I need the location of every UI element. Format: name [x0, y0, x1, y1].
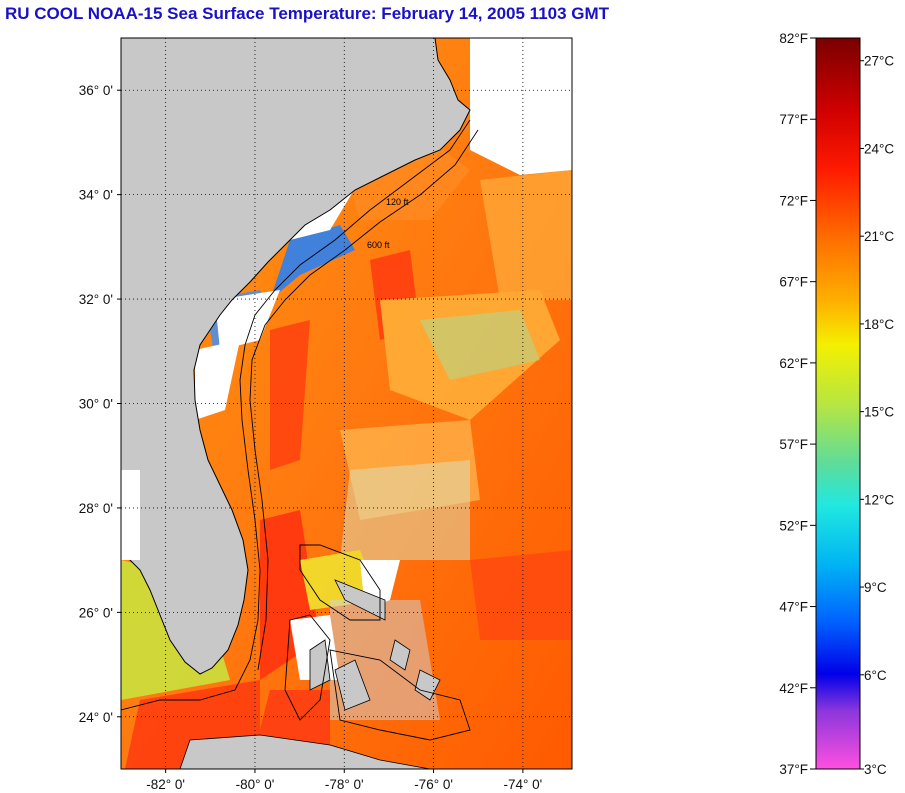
colorbar-c-label: 9°C	[864, 580, 887, 595]
colorbar-f-label: 37°F	[779, 762, 808, 777]
colorbar-f-label: 72°F	[779, 193, 808, 208]
longitude-axis: -82° 0' -80° 0' -78° 0' -76° 0' -74° 0'	[146, 769, 542, 792]
map-plot-area: 600 ft 120 ft	[121, 38, 572, 769]
colorbar	[815, 37, 861, 770]
lat-tick-label: 32° 0'	[79, 292, 113, 307]
latitude-axis: 36° 0' 34° 0' 32° 0' 30° 0' 28° 0' 26° 0' 24° …	[79, 83, 121, 725]
contour-label: 600 ft	[367, 240, 390, 250]
gulf-no-data	[121, 470, 140, 560]
colorbar-c-label: 3°C	[864, 762, 887, 777]
colorbar-f-label: 62°F	[779, 356, 808, 371]
bathymetry-contours	[121, 119, 479, 741]
colorbar-celsius-labels: 27°C 24°C 21°C 18°C 15°C 12°C 9°C 6°C 3°C	[860, 54, 894, 777]
colorbar-c-label: 21°C	[864, 229, 894, 244]
lat-tick-label: 26° 0'	[79, 605, 113, 620]
colorbar-f-label: 67°F	[779, 275, 808, 290]
lon-tick-label: -76° 0'	[414, 777, 453, 792]
colorbar-f-label: 42°F	[779, 681, 808, 696]
lat-tick-label: 24° 0'	[79, 710, 113, 725]
colorbar-c-label: 27°C	[864, 54, 894, 69]
lat-tick-label: 36° 0'	[79, 83, 113, 98]
lon-tick-label: -80° 0'	[236, 777, 275, 792]
colorbar-c-label: 12°C	[864, 492, 894, 507]
colorbar-c-label: 15°C	[864, 405, 894, 420]
colorbar-f-label: 82°F	[779, 31, 808, 46]
bahamas-islands	[309, 579, 441, 711]
us-east-coast-land	[121, 38, 471, 675]
colorbar-f-label: 77°F	[779, 112, 808, 127]
colorbar-f-label: 52°F	[779, 518, 808, 533]
lat-tick-label: 30° 0'	[79, 397, 113, 412]
cuba-land	[179, 734, 431, 769]
colorbar-c-label: 6°C	[864, 668, 887, 683]
cloud-mask-region	[215, 290, 280, 350]
lon-tick-label: -78° 0'	[325, 777, 364, 792]
no-data-region	[470, 38, 572, 175]
chart-title: RU COOL NOAA-15 Sea Surface Temperature:…	[5, 4, 610, 23]
lat-tick-label: 34° 0'	[79, 188, 113, 203]
contour-label: 120 ft	[386, 197, 409, 207]
colorbar-fahrenheit-labels: 82°F 77°F 72°F 67°F 62°F 57°F 52°F 47°F 42°F 37°F	[779, 31, 816, 777]
colorbar-f-label: 57°F	[779, 437, 808, 452]
colorbar-c-label: 24°C	[864, 141, 894, 156]
lon-tick-label: -74° 0'	[504, 777, 543, 792]
lat-tick-label: 28° 0'	[79, 501, 113, 516]
lon-tick-label: -82° 0'	[146, 777, 185, 792]
colorbar-c-label: 18°C	[864, 317, 894, 332]
colorbar-f-label: 47°F	[779, 600, 808, 615]
